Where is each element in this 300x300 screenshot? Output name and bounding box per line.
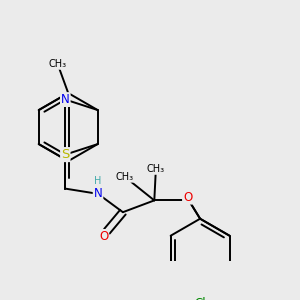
- Text: O: O: [99, 230, 108, 243]
- Text: S: S: [61, 148, 70, 161]
- Text: CH₃: CH₃: [147, 164, 165, 174]
- Text: CH₃: CH₃: [116, 172, 134, 182]
- Text: N: N: [94, 188, 102, 200]
- Text: O: O: [183, 190, 192, 204]
- Text: Cl: Cl: [194, 297, 206, 300]
- Text: N: N: [61, 93, 70, 106]
- Text: CH₃: CH₃: [48, 59, 67, 69]
- Text: H: H: [94, 176, 101, 186]
